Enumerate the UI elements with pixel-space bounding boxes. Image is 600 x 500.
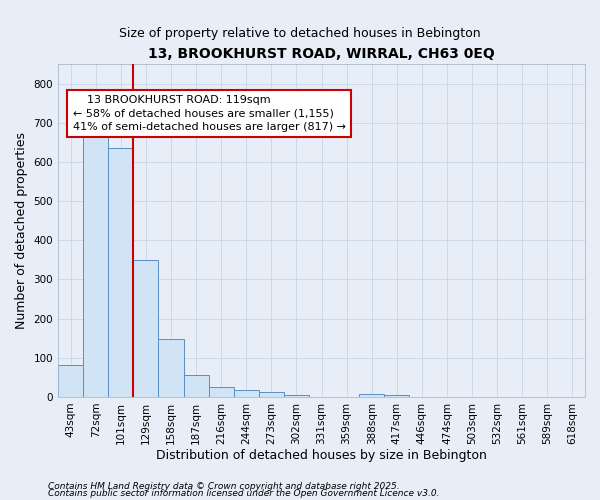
Bar bbox=[209, 387, 233, 397]
Bar bbox=[233, 390, 259, 397]
Bar bbox=[158, 339, 184, 397]
Y-axis label: Number of detached properties: Number of detached properties bbox=[15, 132, 28, 329]
X-axis label: Distribution of detached houses by size in Bebington: Distribution of detached houses by size … bbox=[156, 450, 487, 462]
Text: Size of property relative to detached houses in Bebington: Size of property relative to detached ho… bbox=[119, 28, 481, 40]
Bar bbox=[384, 396, 409, 397]
Bar bbox=[83, 134, 108, 397]
Text: Contains HM Land Registry data © Crown copyright and database right 2025.: Contains HM Land Registry data © Crown c… bbox=[48, 482, 400, 491]
Bar bbox=[284, 395, 309, 397]
Bar bbox=[133, 260, 158, 397]
Bar bbox=[259, 392, 284, 397]
Text: Contains public sector information licensed under the Open Government Licence v3: Contains public sector information licen… bbox=[48, 489, 439, 498]
Bar bbox=[359, 394, 384, 397]
Bar bbox=[108, 148, 133, 397]
Bar bbox=[184, 374, 209, 397]
Bar bbox=[58, 365, 83, 397]
Title: 13, BROOKHURST ROAD, WIRRAL, CH63 0EQ: 13, BROOKHURST ROAD, WIRRAL, CH63 0EQ bbox=[148, 48, 495, 62]
Text: 13 BROOKHURST ROAD: 119sqm
← 58% of detached houses are smaller (1,155)
41% of s: 13 BROOKHURST ROAD: 119sqm ← 58% of deta… bbox=[73, 96, 346, 132]
